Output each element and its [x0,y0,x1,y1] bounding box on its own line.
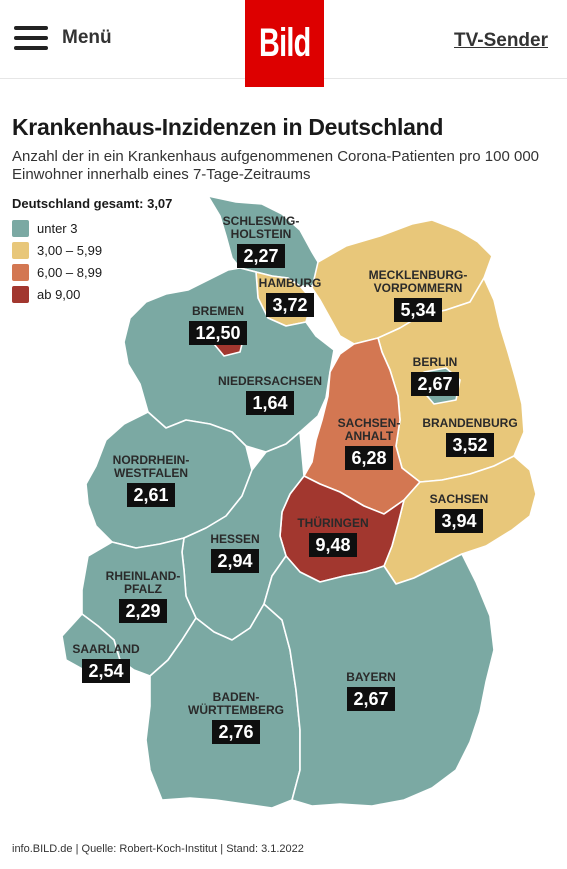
legend-swatch [12,286,29,303]
legend-label: 3,00 – 5,99 [37,243,103,258]
legend-total: Deutschland gesamt: 3,07 [12,196,173,211]
state-name: NORDRHEIN- [112,453,190,467]
legend-swatch [12,242,29,259]
state-name: PFALZ [124,582,162,596]
state-name: BAYERN [346,670,396,684]
state-label-schleswig-holstein: SCHLESWIG- HOLSTEIN 2,27 [216,215,306,268]
state-name: BERLIN [412,355,458,369]
source-note: info.BILD.de | Quelle: Robert-Koch-Insti… [12,843,304,855]
state-name: HAMBURG [258,276,322,290]
legend-item: 6,00 – 8,99 [12,263,172,282]
state-value: 5,34 [394,298,442,322]
state-value: 9,48 [309,533,357,557]
state-label-thueringen: THÜRINGEN 9,48 [290,517,376,557]
chart-title: Krankenhaus-Inzidenzen in Deutschland [12,114,444,140]
state-name: BREMEN [191,304,244,318]
state-label-sachsen-anhalt: SACHSEN- ANHALT 6,28 [330,417,408,470]
state-value: 2,61 [127,483,175,507]
state-value: 3,52 [446,433,494,457]
legend-item: unter 3 [12,219,172,238]
state-value: 3,72 [266,293,314,317]
state-name: HESSEN [210,532,260,546]
state-label-baden-wuerttemberg: BADEN- WÜRTTEMBERG 2,76 [184,691,288,744]
state-label-nordrhein-westfalen: NORDRHEIN- WESTFALEN 2,61 [104,454,198,507]
state-value: 2,67 [347,687,395,711]
state-name: THÜRINGEN [297,516,369,530]
state-value: 2,76 [212,720,260,744]
state-label-bremen: BREMEN 12,50 [180,305,256,345]
legend-swatch [12,220,29,237]
state-value: 6,28 [345,446,393,470]
state-name: WESTFALEN [114,466,188,480]
state-label-hamburg: HAMBURG 3,72 [254,277,326,317]
state-label-bayern: BAYERN 2,67 [334,671,408,711]
state-name: ANHALT [344,429,394,443]
menu-button[interactable]: Menü [14,26,112,50]
state-name: SAARLAND [72,642,140,656]
state-name: VORPOMMERN [373,281,463,295]
state-label-saarland: SAARLAND 2,54 [66,643,146,683]
state-name: BRANDENBURG [422,416,518,430]
tv-sender-link[interactable]: TV-Sender [454,30,548,51]
state-value: 2,54 [82,659,130,683]
state-value: 2,67 [411,372,459,396]
state-name: BADEN- [212,690,260,704]
menu-label: Menü [62,27,112,48]
state-label-brandenburg: BRANDENBURG 3,52 [420,417,520,457]
legend-item: 3,00 – 5,99 [12,241,172,260]
hamburger-menu-icon [14,26,48,50]
legend-label: 6,00 – 8,99 [37,265,103,280]
state-name: SACHSEN- [337,416,401,430]
state-name: SACHSEN [429,492,489,506]
legend-item: ab 9,00 [12,285,172,304]
state-label-mecklenburg-vorpommern: MECKLENBURG- VORPOMMERN 5,34 [362,269,474,322]
legend-label: unter 3 [37,221,78,236]
state-value: 3,94 [435,509,483,533]
state-label-hessen: HESSEN 2,94 [202,533,268,573]
state-name: WÜRTTEMBERG [188,703,284,717]
bild-logo[interactable]: Bild [245,0,324,87]
state-label-niedersachsen: NIEDERSACHSEN 1,64 [214,375,326,415]
state-value: 1,64 [246,391,294,415]
state-bayern[interactable] [263,553,495,807]
state-name: NIEDERSACHSEN [217,374,322,388]
state-name: HOLSTEIN [230,227,292,241]
legend: Deutschland gesamt: 3,07 unter 3 3,00 – … [12,196,172,307]
state-label-berlin: BERLIN 2,67 [402,356,468,396]
state-name: SCHLESWIG- [222,214,300,228]
state-value: 2,27 [237,244,285,268]
state-label-rheinland-pfalz: RHEINLAND- PFALZ 2,29 [96,570,190,623]
state-name: RHEINLAND- [105,569,181,583]
state-name: MECKLENBURG- [368,268,468,282]
state-label-sachsen: SACHSEN 3,94 [422,493,496,533]
legend-label: ab 9,00 [37,287,81,302]
logo-text: Bild [258,21,311,65]
state-value: 2,29 [119,599,167,623]
state-value: 2,94 [211,549,259,573]
chart-subtitle: Anzahl der in ein Krankenhaus aufgenomme… [12,148,540,183]
legend-swatch [12,264,29,281]
state-value: 12,50 [189,321,247,345]
